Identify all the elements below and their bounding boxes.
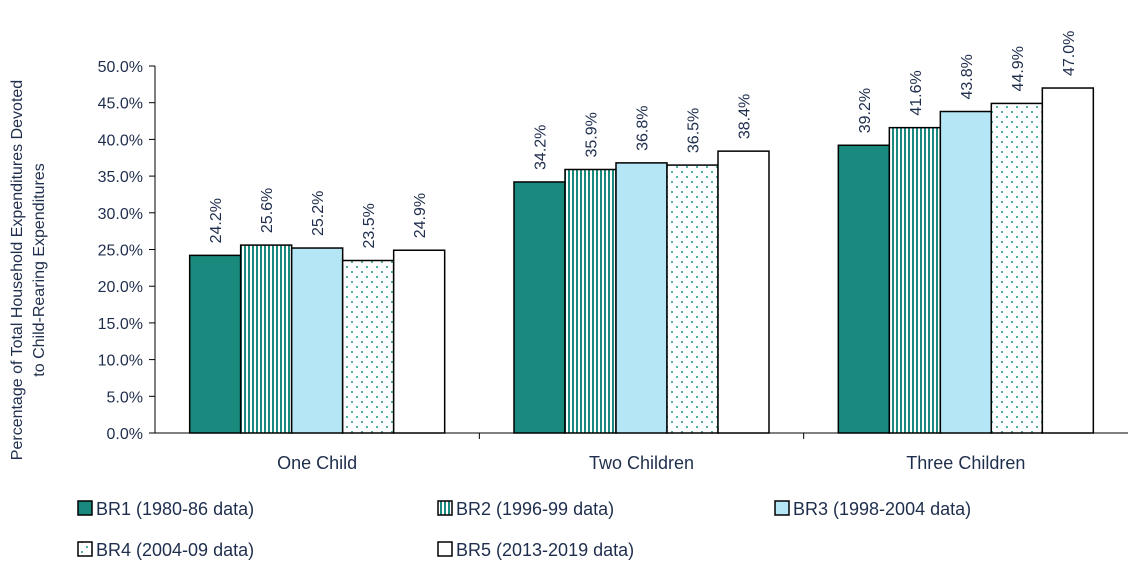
data-label: 23.5% [361,203,378,248]
y-tick-label: 45.0% [98,96,143,113]
category-label: Three Children [906,453,1025,473]
y-axis-title-line2: to Child-Rearing Expenditures [31,163,48,376]
y-axis-title: Percentage of Total Household Expenditur… [9,80,48,460]
data-label: 47.0% [1061,31,1078,76]
y-tick-label: 25.0% [98,243,143,260]
legend-item: BR4 (2004-09 data) [77,540,254,560]
y-axis: 0.0% 5.0% 10.0% 15.0% 20.0% 25.0% 30.0% 35.0% 40… [98,59,156,443]
data-label: 41.6% [908,70,925,115]
data-label: 35.9% [584,112,601,157]
y-tick-label: 40.0% [98,132,143,149]
legend-label: BR3 (1998-2004 data) [793,499,971,519]
data-label: 36.5% [686,108,703,153]
bar [837,144,891,434]
x-axis [155,432,1128,439]
category-labels-group: One Child Two Children Three Children [277,453,1025,473]
bar [990,102,1044,434]
bar [341,259,395,434]
y-axis-title-line1: Percentage of Total Household Expenditur… [9,80,26,460]
legend-swatch [437,500,453,516]
bar [513,181,566,434]
category-label: One Child [277,453,357,473]
y-tick-label: 0.0% [107,426,143,443]
bar [615,162,668,434]
legend-label: BR1 (1980-86 data) [96,499,254,519]
bar [1041,87,1095,434]
bar [290,247,344,434]
bar [392,249,446,434]
data-label: 36.8% [635,106,652,151]
y-tick-label: 15.0% [98,316,143,333]
bars-group [188,87,1095,434]
legend-swatch [437,541,453,557]
data-labels-group: 24.2% 25.6% 25.2% 23.5% 24.9% 34.2% 35.9% 36.8%… [208,31,1078,249]
legend-item: BR3 (1998-2004 data) [774,499,971,519]
legend-label: BR2 (1996-99 data) [456,499,614,519]
legend-swatch [77,541,93,557]
y-tick-label: 5.0% [107,389,143,406]
y-tick-label: 20.0% [98,279,143,296]
legend-label: BR5 (2013-2019 data) [456,540,634,560]
bar [564,168,617,434]
bar [939,110,993,434]
data-label: 24.9% [412,193,429,238]
y-tick-label: 30.0% [98,206,143,223]
legend-item: BR5 (2013-2019 data) [437,540,634,560]
data-label: 39.2% [857,88,874,133]
legend: BR1 (1980-86 data) BR2 (1996-99 data) BR3 … [77,499,971,560]
data-label: 44.9% [1010,46,1027,91]
y-tick-label: 50.0% [98,59,143,76]
legend-item: BR2 (1996-99 data) [437,499,614,519]
bar [717,150,770,434]
legend-item: BR1 (1980-86 data) [77,499,254,519]
data-label: 25.6% [259,188,276,233]
legend-swatch [77,500,93,516]
y-tick-label: 10.0% [98,353,143,370]
category-label: Two Children [589,453,694,473]
bar [188,254,242,434]
data-label: 25.2% [310,191,327,236]
bar [666,164,719,434]
data-label: 43.8% [959,54,976,99]
data-label: 24.2% [208,198,225,243]
bar [888,126,942,434]
data-label: 38.4% [737,94,754,139]
bar [239,244,293,434]
legend-swatch [774,500,790,516]
y-tick-label: 35.0% [98,169,143,186]
legend-label: BR4 (2004-09 data) [96,540,254,560]
data-label: 34.2% [533,125,550,170]
